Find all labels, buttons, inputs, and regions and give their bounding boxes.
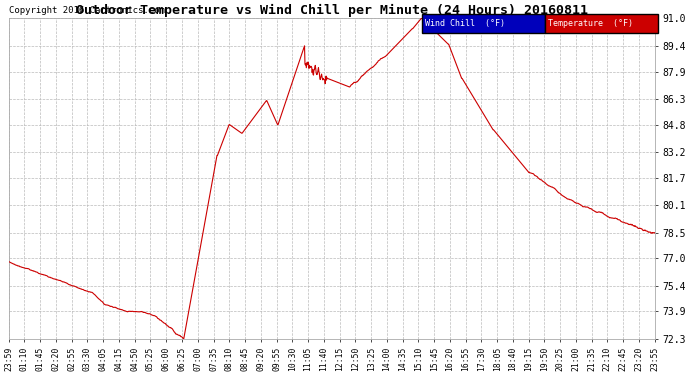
FancyBboxPatch shape bbox=[545, 14, 658, 33]
FancyBboxPatch shape bbox=[422, 14, 545, 33]
Text: Temperature  (°F): Temperature (°F) bbox=[548, 19, 633, 28]
Text: Copyright 2016 Cartronics.com: Copyright 2016 Cartronics.com bbox=[9, 6, 164, 15]
Title: Outdoor Temperature vs Wind Chill per Minute (24 Hours) 20160811: Outdoor Temperature vs Wind Chill per Mi… bbox=[76, 4, 588, 17]
Text: Wind Chill  (°F): Wind Chill (°F) bbox=[425, 19, 505, 28]
